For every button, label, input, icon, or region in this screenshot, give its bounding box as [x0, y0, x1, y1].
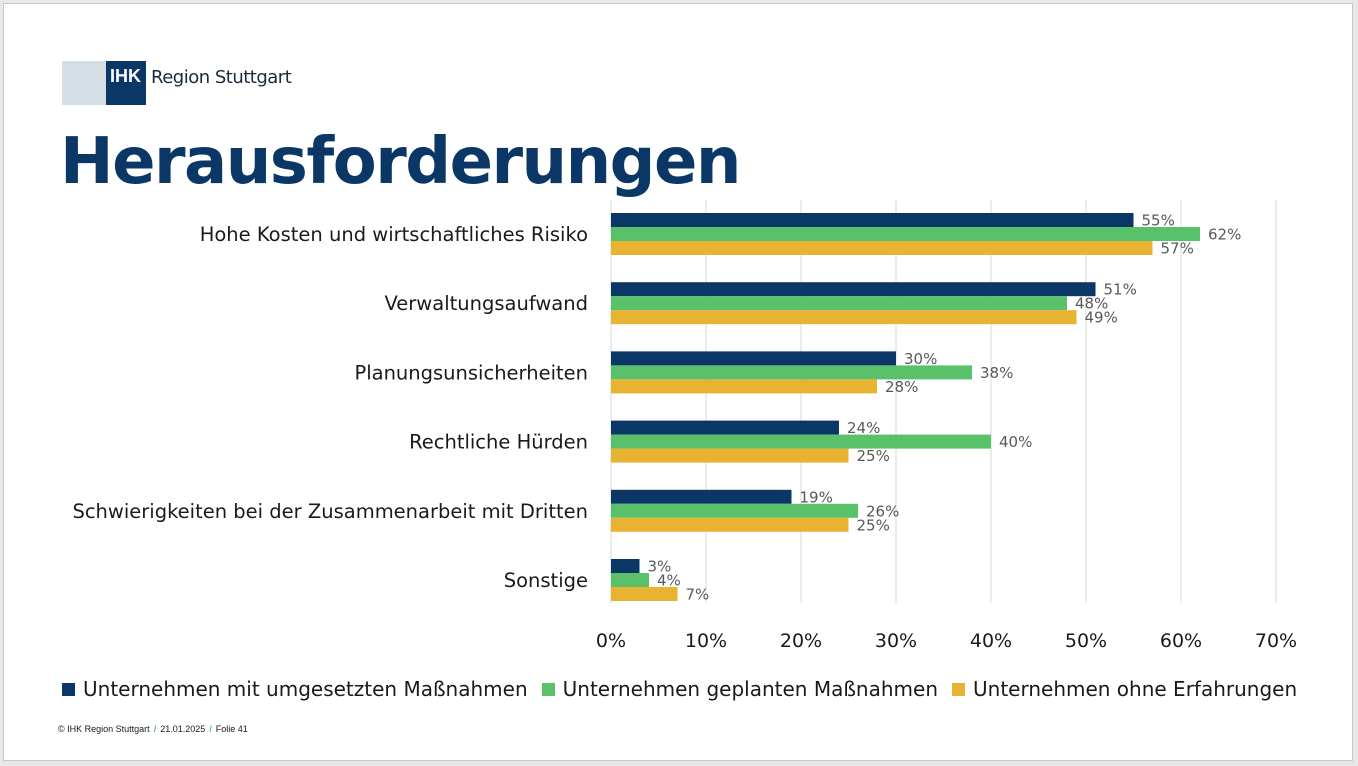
data-label: 4% — [657, 572, 681, 590]
data-label: 38% — [980, 364, 1013, 382]
data-label: 3% — [648, 558, 672, 576]
x-tick-label: 0% — [596, 630, 626, 652]
legend-label-series-3: Unternehmen ohne Erfahrungen — [973, 677, 1298, 701]
category-label: Verwaltungsaufwand — [384, 292, 588, 315]
data-label: 62% — [1208, 226, 1241, 244]
footer-separator: / — [153, 724, 157, 734]
x-tick-label: 60% — [1160, 630, 1202, 652]
data-label: 26% — [866, 502, 899, 520]
data-label: 19% — [800, 488, 833, 506]
legend-label-series-1: Unternehmen mit umgesetzten Maßnahmen — [83, 677, 528, 701]
slide-title: Herausforderungen — [60, 125, 741, 199]
category-label: Schwierigkeiten bei der Zusammenarbeit m… — [72, 500, 588, 523]
logo-name: Region Stuttgart — [151, 67, 292, 88]
logo-abbr: IHK — [106, 61, 146, 105]
footer-separator: / — [209, 724, 212, 734]
bar — [611, 434, 991, 449]
slide: IHK Region Stuttgart Herausforderungen — [3, 3, 1353, 761]
category-label: Planungsunsicherheiten — [354, 361, 588, 384]
category-label: Sonstige — [504, 569, 588, 592]
logo-grey-block — [62, 61, 106, 105]
bar — [611, 351, 896, 366]
data-label: 48% — [1075, 295, 1108, 313]
bar — [611, 310, 1077, 325]
legend-swatch-series-1 — [62, 682, 75, 696]
bar — [611, 282, 1096, 297]
bar — [611, 573, 649, 587]
x-tick-label: 50% — [1065, 630, 1107, 652]
bar — [611, 379, 877, 394]
data-label: 28% — [885, 378, 918, 396]
legend-item-series-3: Unternehmen ohne Erfahrungen — [952, 677, 1297, 701]
legend-swatch-series-3 — [952, 682, 965, 696]
data-label: 30% — [904, 350, 937, 368]
bar — [611, 227, 1200, 241]
x-tick-label: 70% — [1255, 630, 1297, 652]
bar — [611, 365, 972, 380]
bar — [611, 420, 839, 435]
category-label: Rechtliche Hürden — [409, 431, 588, 454]
bar — [611, 559, 640, 573]
data-label: 24% — [847, 419, 880, 437]
footer-slide-number: Folie 41 — [215, 724, 248, 734]
legend-label-series-2: Unternehmen geplanten Maßnahmen — [562, 677, 938, 701]
footer-date: 21.01.2025 — [160, 724, 206, 734]
data-label: 57% — [1161, 240, 1194, 258]
bar — [611, 587, 678, 601]
legend-swatch-series-2 — [541, 682, 555, 696]
bar — [611, 517, 849, 532]
bar — [611, 241, 1153, 255]
data-label: 51% — [1104, 281, 1137, 299]
chart-legend: Unternehmen mit umgesetzten Maßnahmen Un… — [62, 677, 1322, 701]
bar — [611, 448, 849, 463]
data-label: 40% — [999, 433, 1032, 451]
data-label: 49% — [1085, 309, 1118, 327]
data-label: 25% — [857, 447, 890, 465]
data-label: 55% — [1142, 212, 1175, 230]
footer-copyright: © IHK Region Stuttgart — [58, 724, 150, 734]
slide-footer: © IHK Region Stuttgart/21.01.2025/Folie … — [58, 724, 248, 734]
x-tick-label: 40% — [970, 630, 1012, 652]
bar — [611, 503, 858, 518]
x-tick-label: 20% — [780, 630, 822, 652]
legend-item-series-2: Unternehmen geplanten Maßnahmen — [541, 677, 938, 701]
category-label: Hohe Kosten und wirtschaftliches Risiko — [200, 223, 588, 246]
legend-item-series-1: Unternehmen mit umgesetzten Maßnahmen — [62, 677, 528, 701]
bar — [611, 489, 792, 504]
bar — [611, 213, 1134, 227]
x-tick-label: 10% — [685, 630, 727, 652]
data-label: 7% — [686, 586, 710, 604]
data-label: 25% — [857, 516, 890, 534]
x-tick-label: 30% — [875, 630, 917, 652]
bar — [611, 296, 1067, 311]
